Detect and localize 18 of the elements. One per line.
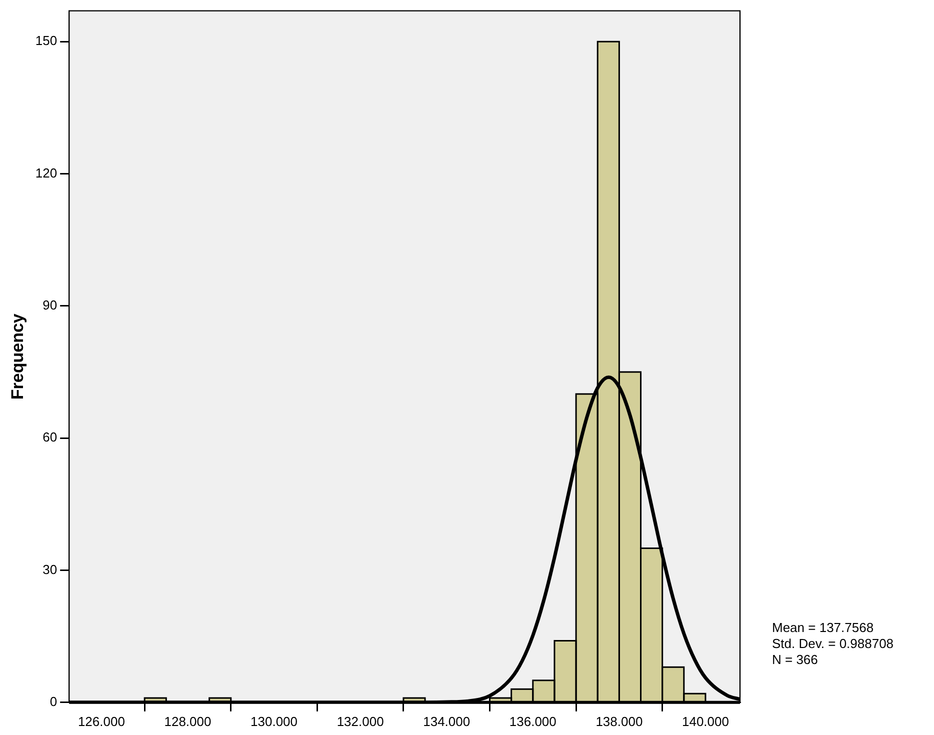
y-tick-label: 0 [50,694,58,709]
y-tick-label: 30 [42,562,58,577]
x-tick-label: 126.000 [78,714,125,729]
x-tick-label: 140.000 [682,714,729,729]
x-tick-label: 130.000 [250,714,298,729]
y-tick-label: 90 [42,298,58,313]
text: N = 366 [772,652,818,667]
x-tick-label: 136.000 [509,714,556,729]
y-tick-label: 60 [42,430,58,445]
x-tick-label: 132.000 [336,714,384,729]
x-tick-label: 138.000 [596,714,643,729]
y-tick-label: 150 [35,33,58,48]
x-tick-label: 128.000 [164,714,212,729]
text: Mean = 137.7568 [772,620,874,635]
y-tick-label: 120 [35,165,58,180]
text: Std. Dev. = 0.988708 [772,636,894,651]
x-tick-label: 134.000 [423,714,470,729]
y-axis-title: Frequency [8,313,27,400]
